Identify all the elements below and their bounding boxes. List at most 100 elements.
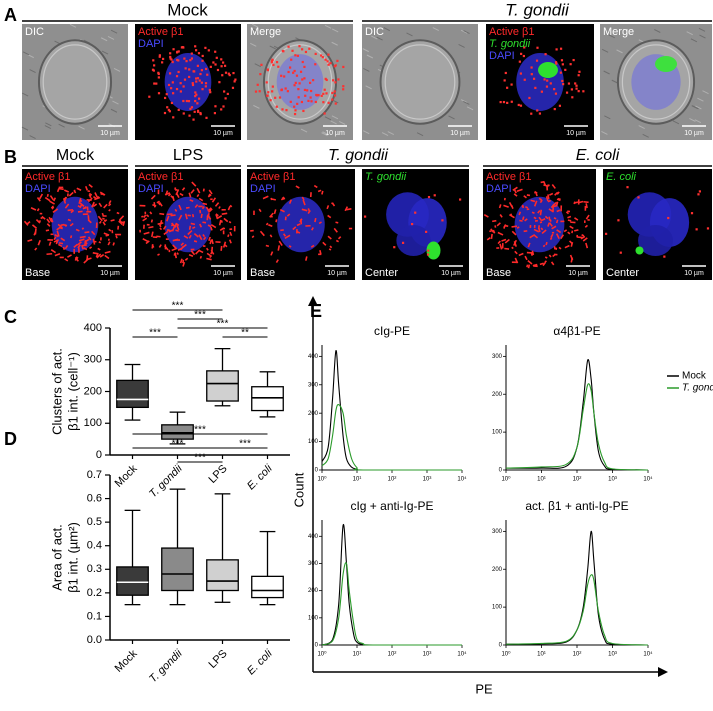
integrin-cluster (157, 253, 160, 256)
integrin-cluster (326, 60, 329, 63)
integrin-cluster (190, 52, 193, 55)
dic-texture (416, 132, 424, 137)
integrin-cluster (562, 83, 565, 86)
integrin-cluster (196, 193, 200, 198)
integrin-cluster (393, 246, 396, 249)
x-tick-label: 10³ (608, 477, 617, 483)
integrin-cluster (75, 256, 79, 259)
integrin-cluster (190, 250, 196, 256)
integrin-cluster (199, 255, 203, 259)
integrin-cluster (104, 254, 110, 260)
integrin-cluster (526, 194, 531, 197)
integrin-cluster (269, 99, 272, 102)
integrin-cluster (172, 244, 177, 250)
integrin-cluster (108, 228, 112, 232)
integrin-cluster (102, 221, 106, 226)
integrin-cluster (320, 54, 323, 57)
integrin-cluster (559, 47, 563, 50)
integrin-cluster (626, 186, 629, 189)
integrin-cluster (528, 96, 531, 100)
integrin-cluster (303, 88, 307, 92)
cell-outline (267, 44, 333, 120)
integrin-cluster (215, 56, 218, 59)
integrin-cluster (690, 212, 694, 215)
integrin-cluster (698, 190, 701, 193)
integrin-cluster (91, 201, 95, 208)
y-tick-label: 0 (96, 449, 102, 461)
integrin-cluster (578, 70, 581, 73)
integrin-cluster (327, 53, 330, 56)
integrin-cluster (536, 46, 539, 49)
integrin-cluster (530, 73, 533, 76)
integrin-cluster (329, 245, 333, 249)
histogram-curve (505, 574, 649, 646)
integrin-cluster (527, 242, 531, 248)
integrin-cluster (188, 192, 192, 198)
integrin-cluster (522, 54, 525, 58)
integrin-cluster (554, 191, 559, 196)
integrin-cluster (174, 252, 178, 259)
integrin-cluster (149, 211, 153, 215)
integrin-cluster (79, 235, 86, 239)
integrin-cluster (182, 85, 185, 88)
integrin-cluster (49, 200, 55, 205)
integrin-cluster (513, 239, 518, 246)
integrin-cluster (228, 220, 232, 224)
dic-texture (604, 115, 611, 120)
integrin-cluster (550, 261, 555, 266)
integrin-cluster (510, 83, 513, 86)
integrin-cluster (259, 230, 265, 237)
integrin-cluster (220, 58, 223, 61)
integrin-cluster (304, 94, 307, 97)
integrin-cluster (177, 50, 180, 53)
integrin-cluster (544, 256, 548, 259)
integrin-cluster (196, 110, 200, 113)
integrin-cluster (270, 60, 274, 63)
plane-label: Center (606, 267, 639, 279)
integrin-cluster (551, 225, 557, 230)
integrin-cluster (486, 237, 491, 241)
integrin-cluster (75, 228, 80, 232)
integrin-cluster (533, 228, 540, 233)
box (206, 559, 239, 592)
integrin-cluster (193, 240, 198, 243)
integrin-cluster (269, 234, 273, 238)
integrin-cluster (152, 204, 157, 207)
integrin-cluster (50, 217, 54, 223)
integrin-cluster (214, 202, 220, 207)
integrin-cluster (555, 48, 558, 51)
integrin-cluster (209, 91, 212, 94)
integrin-cluster (227, 234, 230, 238)
scale-label: 10 µm (684, 130, 704, 137)
integrin-cluster (152, 59, 155, 62)
integrin-cluster (92, 252, 99, 255)
integrin-cluster (499, 243, 503, 250)
cell-outline (42, 44, 108, 120)
x-tick-label: 10³ (608, 652, 617, 658)
x-tick-label: 10⁴ (643, 651, 653, 658)
integrin-cluster (223, 64, 227, 67)
integrin-cluster (54, 233, 59, 238)
integrin-cluster (85, 185, 89, 191)
integrin-cluster (87, 219, 92, 224)
y-tick-label: 400 (308, 354, 319, 360)
integrin-cluster (523, 78, 526, 81)
integrin-cluster (555, 233, 560, 240)
integrin-cluster (54, 253, 61, 257)
integrin-cluster (532, 77, 536, 80)
integrin-cluster (303, 65, 306, 68)
integrin-cluster (346, 208, 352, 211)
dic-texture (603, 70, 610, 75)
integrin-cluster (558, 104, 562, 107)
integrin-cluster (549, 237, 553, 241)
integrin-cluster (174, 188, 178, 192)
integrin-cluster (426, 253, 430, 256)
scale-label: 10 µm (100, 270, 120, 277)
image-label: DAPI (250, 183, 276, 195)
integrin-cluster (425, 230, 428, 233)
integrin-cluster (170, 101, 174, 105)
integrin-cluster (584, 224, 588, 228)
integrin-cluster (605, 232, 608, 235)
integrin-cluster (271, 58, 274, 61)
integrin-cluster (555, 62, 558, 65)
